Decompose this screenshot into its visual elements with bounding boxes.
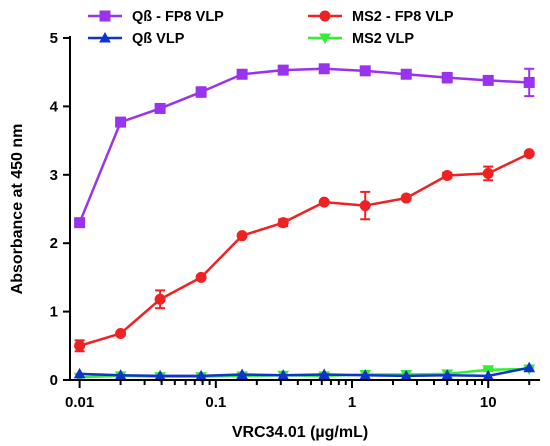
legend-swatch-marker: [99, 10, 111, 22]
data-point: [318, 196, 330, 208]
legend-swatch-marker: [319, 10, 331, 22]
y-tick-label: 0: [50, 372, 58, 389]
data-point: [482, 74, 494, 86]
series-1: [74, 148, 535, 353]
series-line: [78, 67, 530, 224]
x-axis-title: VRC34.01 (µg/mL): [232, 424, 368, 441]
data-point: [523, 76, 535, 88]
legend-swatch-marker: [99, 31, 111, 43]
legend-item: MS2 VLP: [308, 31, 414, 47]
data-point: [74, 340, 86, 352]
data-point: [195, 271, 207, 283]
legend: Qß - FP8 VLP MS2 - FP8 VLP Qß VLP MS2 VLP: [88, 9, 454, 47]
x-tick-label: 0.01: [65, 394, 94, 411]
y-tick-label: 5: [50, 30, 58, 47]
x-tick-label: 0.1: [205, 394, 226, 411]
data-point: [400, 68, 412, 80]
data-point: [482, 167, 494, 179]
data-point: [74, 217, 86, 229]
data-point: [277, 64, 289, 76]
data-point: [154, 293, 166, 305]
y-tick-label: 1: [50, 304, 58, 321]
data-point: [115, 327, 127, 339]
data-point: [236, 368, 248, 380]
y-tick-label: 4: [50, 98, 59, 115]
x-tick-label: 1: [348, 394, 356, 411]
legend-label: MS2 - FP8 VLP: [352, 9, 454, 25]
data-point: [195, 86, 207, 98]
legend-item: Qß VLP: [88, 31, 185, 47]
legend-label: MS2 VLP: [352, 31, 414, 47]
data-point: [154, 102, 166, 114]
series-0: [74, 63, 535, 229]
legend-label: Qß - FP8 VLP: [132, 9, 224, 25]
y-tick-label: 2: [50, 235, 58, 252]
data-point: [115, 116, 127, 128]
y-ticks: 0 1 2 3 4 5: [50, 30, 70, 389]
data-point: [441, 169, 453, 181]
legend-item: Qß - FP8 VLP: [88, 9, 224, 25]
data-point: [236, 68, 248, 80]
legend-swatch-marker: [319, 33, 331, 45]
data-point: [523, 361, 536, 373]
x-tick-label: 10: [480, 394, 497, 411]
data-point: [318, 63, 330, 75]
y-tick-label: 3: [50, 167, 58, 184]
data-point: [400, 192, 412, 204]
data-point: [318, 368, 331, 380]
data-point: [236, 230, 248, 242]
data-point: [359, 200, 371, 212]
series-line: [79, 152, 530, 347]
axes: 0 1 2 3 4 5 0.01 0.1 1 10: [50, 30, 540, 411]
data-point: [277, 217, 289, 229]
legend-item: MS2 - FP8 VLP: [308, 9, 454, 25]
series-2: [73, 361, 536, 381]
y-axis-title: Absorbance at 450 nm: [9, 124, 26, 295]
series-layer: [73, 63, 536, 384]
x-ticks: 0.01 0.1 1 10: [65, 380, 531, 411]
data-point: [359, 65, 371, 77]
series-line: [79, 366, 530, 378]
data-point: [523, 148, 535, 160]
data-point: [73, 367, 86, 379]
data-point: [441, 72, 453, 84]
legend-label: Qß VLP: [132, 31, 185, 47]
